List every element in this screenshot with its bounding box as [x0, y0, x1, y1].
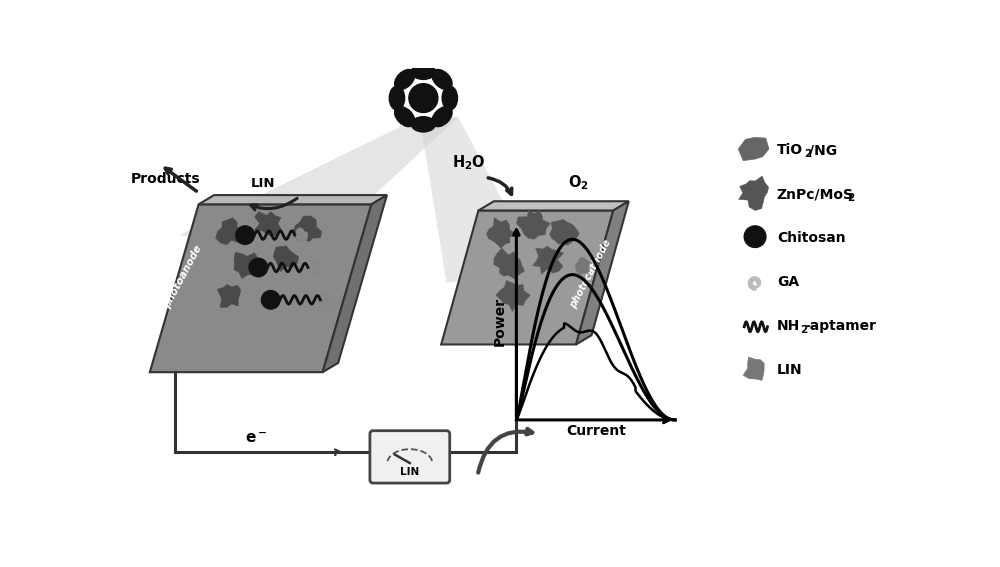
- Polygon shape: [217, 285, 241, 307]
- Polygon shape: [293, 216, 321, 242]
- Text: -aptamer: -aptamer: [805, 319, 877, 333]
- Text: LIN: LIN: [400, 467, 419, 477]
- Ellipse shape: [389, 86, 405, 110]
- Ellipse shape: [395, 107, 415, 126]
- Circle shape: [249, 258, 268, 277]
- Polygon shape: [150, 204, 371, 372]
- Polygon shape: [307, 260, 320, 274]
- Polygon shape: [199, 195, 387, 204]
- Polygon shape: [494, 248, 525, 279]
- Text: Products: Products: [131, 172, 201, 186]
- Polygon shape: [254, 211, 282, 236]
- Text: Power: Power: [492, 297, 506, 346]
- Text: 2: 2: [804, 149, 812, 159]
- Ellipse shape: [432, 107, 452, 126]
- Polygon shape: [743, 357, 764, 380]
- Circle shape: [744, 226, 766, 247]
- Ellipse shape: [411, 117, 435, 132]
- FancyBboxPatch shape: [370, 431, 450, 483]
- Polygon shape: [273, 246, 299, 272]
- Polygon shape: [739, 176, 769, 210]
- Polygon shape: [738, 137, 769, 161]
- Polygon shape: [295, 227, 308, 244]
- Text: photocathode: photocathode: [568, 238, 613, 310]
- Ellipse shape: [395, 70, 415, 90]
- Polygon shape: [216, 218, 243, 245]
- Polygon shape: [323, 195, 387, 372]
- Ellipse shape: [432, 70, 452, 90]
- Text: TiO: TiO: [777, 143, 803, 157]
- Polygon shape: [575, 257, 590, 276]
- Polygon shape: [496, 280, 530, 311]
- Text: LIN: LIN: [251, 177, 275, 191]
- Text: $\mathbf{O_2}$: $\mathbf{O_2}$: [568, 174, 589, 192]
- Text: photoanode: photoanode: [162, 244, 204, 310]
- Text: NH: NH: [777, 319, 800, 333]
- Circle shape: [236, 226, 254, 244]
- Polygon shape: [179, 117, 458, 257]
- Text: /NG: /NG: [809, 143, 837, 157]
- Text: $\mathbf{e^-}$: $\mathbf{e^-}$: [245, 431, 267, 446]
- Text: $\mathbf{H_2O}$: $\mathbf{H_2O}$: [452, 153, 486, 172]
- Text: GA: GA: [777, 275, 799, 289]
- Ellipse shape: [442, 86, 457, 110]
- Text: ZnPc/MoS: ZnPc/MoS: [777, 187, 854, 201]
- Text: LIN: LIN: [777, 363, 802, 376]
- Polygon shape: [478, 201, 629, 210]
- Polygon shape: [576, 201, 629, 345]
- Polygon shape: [517, 210, 551, 239]
- Text: 2: 2: [800, 325, 807, 335]
- Polygon shape: [318, 293, 334, 308]
- Polygon shape: [549, 219, 579, 245]
- Polygon shape: [420, 117, 540, 283]
- Polygon shape: [441, 210, 613, 345]
- Polygon shape: [533, 246, 564, 274]
- Circle shape: [409, 84, 438, 112]
- Polygon shape: [234, 252, 258, 278]
- Text: 2: 2: [847, 193, 855, 203]
- Polygon shape: [487, 218, 516, 248]
- Circle shape: [261, 290, 280, 309]
- Text: Current: Current: [566, 424, 626, 438]
- Text: Chitosan: Chitosan: [777, 231, 845, 245]
- Ellipse shape: [411, 64, 435, 79]
